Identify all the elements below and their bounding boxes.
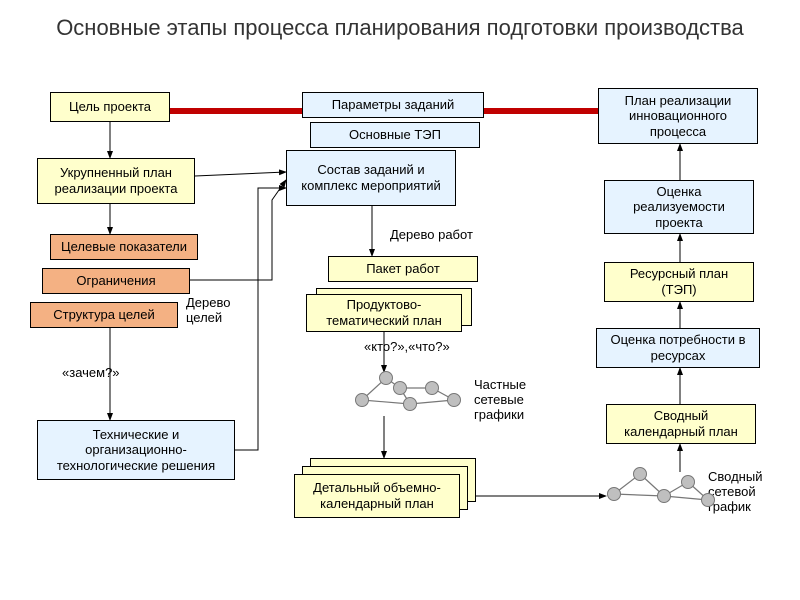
box-resource_plan: Ресурсный план (ТЭП): [604, 262, 754, 302]
box-resource_need: Оценка потребности в ресурсах: [596, 328, 760, 368]
net-right-node: [607, 487, 621, 501]
box-goal: Цель проекта: [50, 92, 170, 122]
net-right-node: [633, 467, 647, 481]
diagram-title: Основные этапы процесса планирования под…: [0, 14, 800, 42]
label-private_nets: Частные сетевые графики: [474, 378, 574, 423]
box-product_plan: Продуктово-тематический план: [306, 294, 462, 332]
net-right-node: [681, 475, 695, 489]
net-small-node: [425, 381, 439, 395]
box-goal_structure: Структура целей: [30, 302, 178, 328]
net-right-node: [701, 493, 715, 507]
label-summary_net: Сводный сетевой график: [708, 470, 788, 515]
box-work_package: Пакет работ: [328, 256, 478, 282]
box-tech_org: Технические и организационно-технологиче…: [37, 420, 235, 480]
box-main_tep: Основные ТЭП: [310, 122, 480, 148]
box-plan_real: План реализации инновационного процесса: [598, 88, 758, 144]
diagram-canvas: { "title": "Основные этапы процесса план…: [0, 0, 800, 600]
label-who_what: «кто?»,«что?»: [364, 340, 484, 355]
box-summary_plan: Сводный календарный план: [606, 404, 756, 444]
label-tree_works: Дерево работ: [390, 228, 510, 243]
net-small-node: [447, 393, 461, 407]
box-enlarged_plan: Укрупненный план реализации проекта: [37, 158, 195, 204]
net-small-node: [379, 371, 393, 385]
label-tree_goals: Дерево целей: [186, 296, 266, 326]
box-feasibility: Оценка реализуемости проекта: [604, 180, 754, 234]
box-task_set: Состав заданий и комплекс мероприятий: [286, 150, 456, 206]
box-limits: Ограничения: [42, 268, 190, 294]
net-right-node: [657, 489, 671, 503]
net-small-node: [403, 397, 417, 411]
net-small-node: [393, 381, 407, 395]
box-task_params: Параметры заданий: [302, 92, 484, 118]
box-detail_plan: Детальный объемно-календарный план: [294, 474, 460, 518]
net-small-node: [355, 393, 369, 407]
label-why: «зачем?»: [62, 366, 142, 381]
box-targets: Целевые показатели: [50, 234, 198, 260]
